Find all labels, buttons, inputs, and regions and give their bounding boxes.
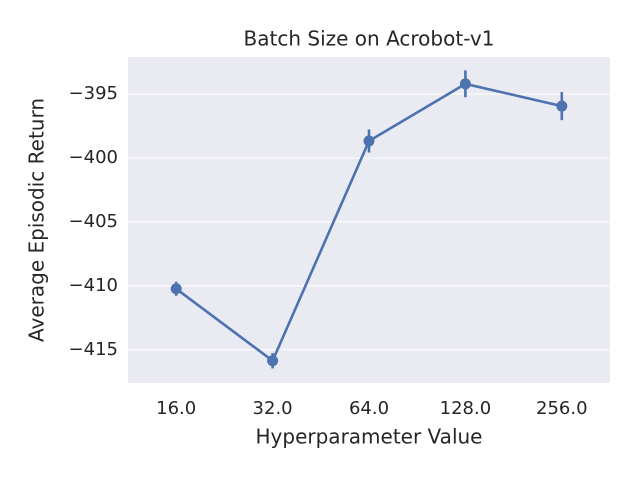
x-tick-label: 256.0 bbox=[536, 398, 588, 419]
chart-title: Batch Size on Acrobot-v1 bbox=[244, 27, 495, 51]
point bbox=[556, 100, 568, 112]
y-tick-label: −415 bbox=[69, 339, 118, 360]
x-tick-label: 128.0 bbox=[440, 398, 492, 419]
point bbox=[459, 78, 471, 90]
x-tick-label: 64.0 bbox=[349, 398, 389, 419]
point bbox=[363, 135, 375, 147]
y-tick-label: −395 bbox=[69, 83, 118, 104]
x-tick-label: 32.0 bbox=[253, 398, 293, 419]
plot-area bbox=[128, 57, 610, 383]
y-axis-label: Average Episodic Return bbox=[25, 98, 49, 342]
y-tick-label: −410 bbox=[69, 275, 118, 296]
x-axis-label: Hyperparameter Value bbox=[256, 425, 483, 449]
point bbox=[267, 355, 279, 367]
x-tick-label: 16.0 bbox=[156, 398, 196, 419]
point bbox=[170, 283, 182, 295]
y-tick-label: −400 bbox=[69, 147, 118, 168]
y-tick-label: −405 bbox=[69, 211, 118, 232]
